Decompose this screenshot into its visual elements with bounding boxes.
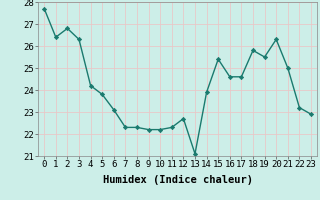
X-axis label: Humidex (Indice chaleur): Humidex (Indice chaleur) <box>103 175 252 185</box>
